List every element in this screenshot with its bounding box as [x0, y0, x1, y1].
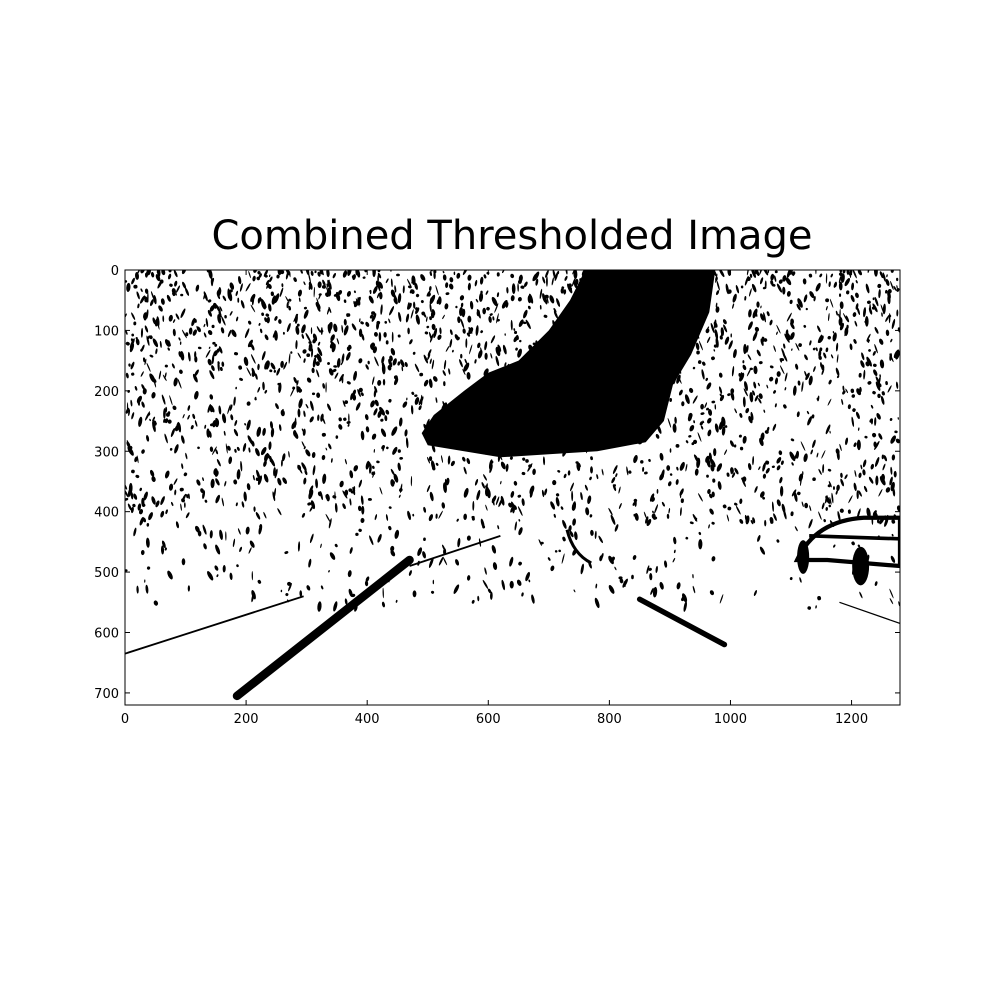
- y-tick-label: 200: [94, 385, 119, 400]
- thresholded-image: [125, 270, 900, 705]
- x-tick-label: 800: [597, 712, 622, 727]
- axes-frame: [124, 269, 901, 706]
- y-tick-label: 500: [94, 566, 119, 581]
- y-tick-label: 600: [94, 627, 119, 642]
- y-tick-label: 700: [94, 687, 119, 702]
- y-tick-label: 400: [94, 506, 119, 521]
- x-tick-label: 0: [121, 712, 129, 727]
- y-tick-label: 100: [94, 324, 119, 339]
- x-tick-label: 200: [234, 712, 259, 727]
- x-tick-label: 600: [476, 712, 501, 727]
- x-tick-label: 1200: [835, 712, 868, 727]
- y-tick-label: 300: [94, 445, 119, 460]
- chart-title: Combined Thresholded Image: [211, 213, 812, 259]
- y-tick-label: 0: [111, 264, 119, 279]
- x-tick-label: 1000: [714, 712, 747, 727]
- x-tick-label: 400: [355, 712, 380, 727]
